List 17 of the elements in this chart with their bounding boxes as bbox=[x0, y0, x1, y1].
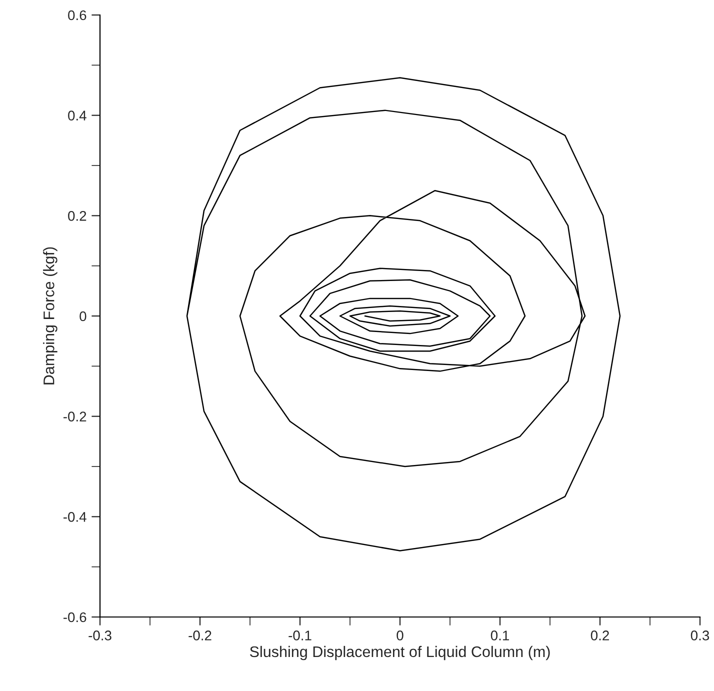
y-tick-label: 0.6 bbox=[68, 10, 86, 20]
x-tick-label: 0.3 bbox=[690, 630, 710, 640]
x-tick-label: -0.1 bbox=[288, 630, 312, 640]
x-axis-title: Slushing Displacement of Liquid Column (m) bbox=[250, 646, 550, 660]
y-axis-title: Damping Force (kgf) bbox=[43, 247, 58, 384]
y-tick-label: 0.2 bbox=[68, 211, 86, 221]
y-tick-label: -0.2 bbox=[63, 412, 86, 422]
y-tick-label: 0 bbox=[80, 311, 86, 322]
x-tick-label: 0.2 bbox=[590, 630, 609, 640]
y-tick-label: -0.4 bbox=[63, 512, 86, 522]
x-tick-label: -0.3 bbox=[88, 630, 112, 640]
x-tick-label: 0.1 bbox=[490, 630, 509, 640]
line-series bbox=[186, 77, 621, 552]
x-tick-label: -0.2 bbox=[188, 630, 212, 640]
x-tick-label: 0 bbox=[396, 630, 404, 640]
y-tick-label: -0.6 bbox=[63, 612, 86, 622]
y-tick-label: 0.4 bbox=[68, 110, 86, 121]
